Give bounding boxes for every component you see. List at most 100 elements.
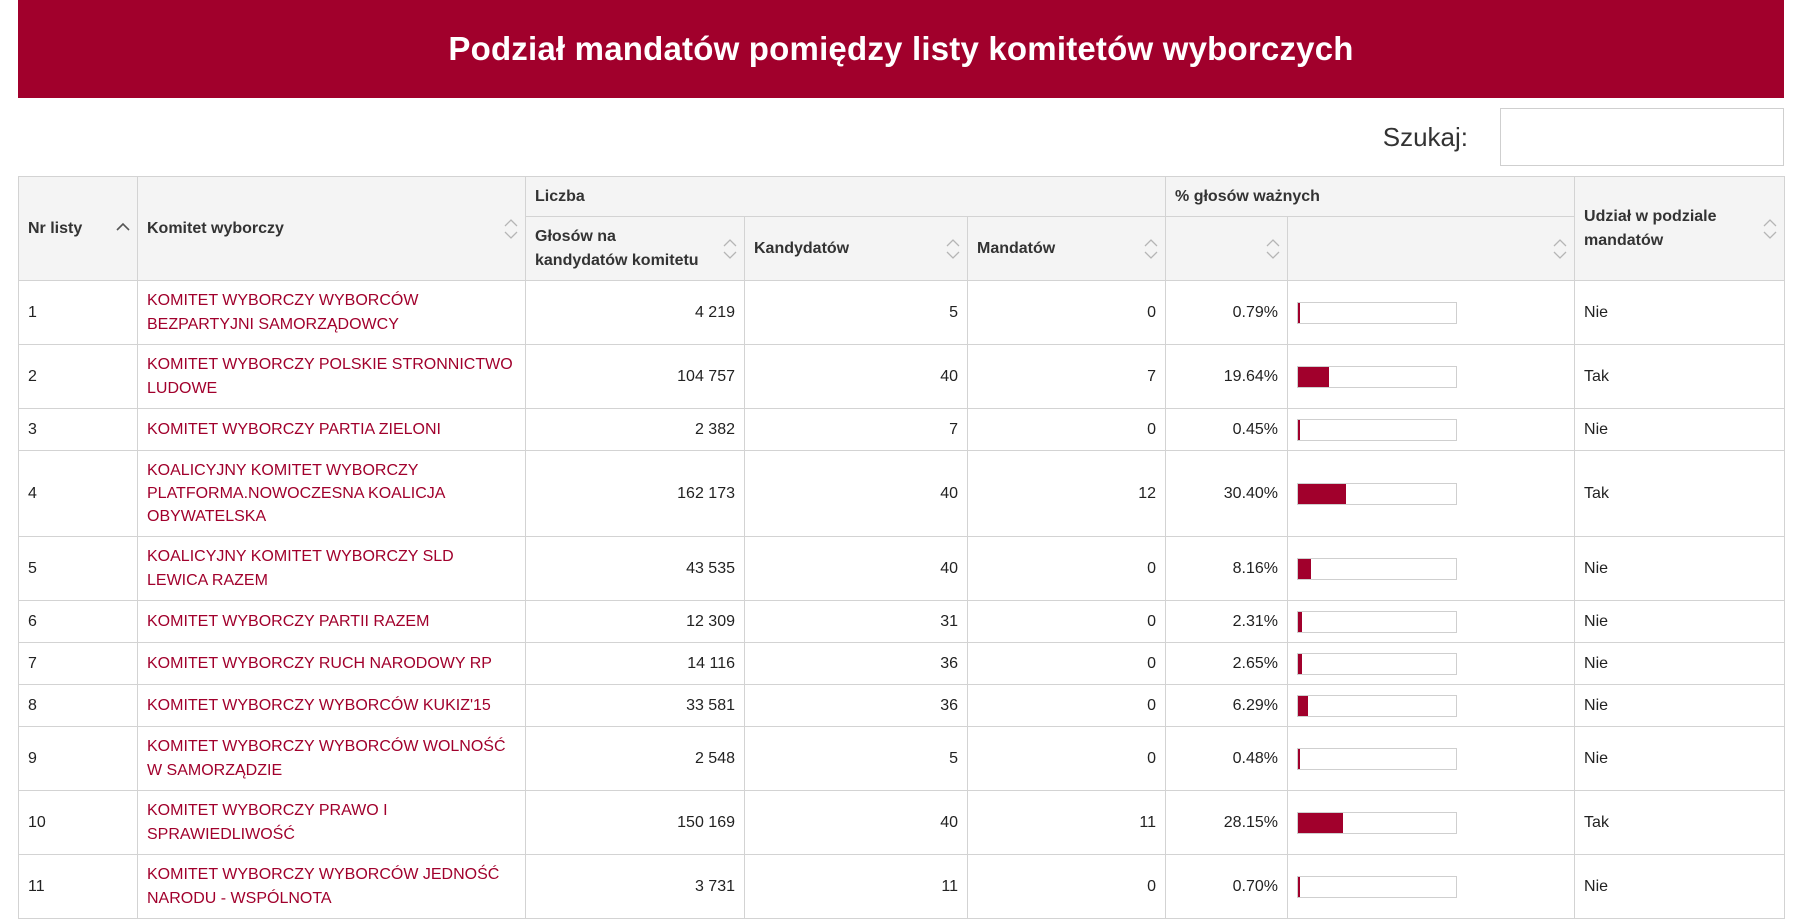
search-label: Szukaj: <box>1382 121 1468 152</box>
cell-percent: 0.70% <box>1165 854 1289 919</box>
cell-mandates: 0 <box>966 726 1167 791</box>
table-row: 5 KOALICYJNY KOMITET WYBORCZY SLD LEWICA … <box>18 536 1786 601</box>
cell-candidates: 36 <box>744 642 968 685</box>
committee-link[interactable]: KOALICYJNY KOMITET WYBORCZY SLD LEWICA R… <box>147 548 454 589</box>
percent-bar <box>1297 418 1458 441</box>
search-input[interactable] <box>1500 108 1784 166</box>
percent-bar-fill <box>1298 748 1301 769</box>
committee-link[interactable]: KOMITET WYBORCZY WYBORCÓW WOLNOŚĆ W SAMO… <box>147 738 506 779</box>
percent-bar <box>1297 747 1458 770</box>
committee-link[interactable]: KOMITET WYBORCZY POLSKIE STRONNICTWO LUD… <box>147 356 513 397</box>
cell-mandates: 0 <box>966 408 1167 451</box>
sort-both-icon <box>503 216 519 242</box>
cell-committee: KOMITET WYBORCZY PARTIA ZIELONI <box>137 408 526 451</box>
search-bar: Szukaj: <box>1383 106 1784 168</box>
cell-percent: 28.15% <box>1165 790 1289 855</box>
column-header-committee[interactable]: Komitet wyborczy <box>137 176 526 281</box>
cell-candidates: 40 <box>744 790 968 855</box>
percent-bar-fill <box>1298 653 1303 674</box>
cell-committee: KOMITET WYBORCZY RUCH NARODOWY RP <box>137 642 526 685</box>
column-header-mandates[interactable]: Mandatów <box>966 216 1167 281</box>
column-header-votes[interactable]: Głosów na kandydatów komitetu <box>525 216 745 281</box>
results-table: Nr listy Komitet wyborczy Liczba % głosó… <box>18 176 1786 919</box>
committee-link[interactable]: KOALICYJNY KOMITET WYBORCZY PLATFORMA.NO… <box>147 461 445 526</box>
cell-percent-bar <box>1287 684 1576 727</box>
cell-participation: Nie <box>1574 536 1786 601</box>
sort-both-icon <box>1143 236 1159 262</box>
page-title: Podział mandatów pomiędzy listy komitetó… <box>448 30 1354 67</box>
cell-votes: 14 116 <box>525 642 745 685</box>
committee-link[interactable]: KOMITET WYBORCZY RUCH NARODOWY RP <box>147 654 492 672</box>
cell-committee: KOMITET WYBORCZY WYBORCÓW JEDNOŚĆ NARODU… <box>137 854 526 919</box>
percent-bar <box>1297 557 1458 580</box>
cell-committee: KOALICYJNY KOMITET WYBORCZY SLD LEWICA R… <box>137 536 526 601</box>
cell-candidates: 7 <box>744 408 968 451</box>
percent-bar <box>1297 694 1458 717</box>
sort-ascending-icon <box>115 216 131 242</box>
column-header-nr[interactable]: Nr listy <box>18 176 138 281</box>
cell-votes: 4 219 <box>525 280 745 345</box>
cell-participation: Tak <box>1574 790 1786 855</box>
percent-bar <box>1297 811 1458 834</box>
cell-candidates: 40 <box>744 344 968 409</box>
committee-link[interactable]: KOMITET WYBORCZY WYBORCÓW KUKIZ'15 <box>147 696 491 714</box>
committee-link[interactable]: KOMITET WYBORCZY PARTII RAZEM <box>147 612 430 630</box>
cell-votes: 43 535 <box>525 536 745 601</box>
cell-votes: 3 731 <box>525 854 745 919</box>
table-header: Nr listy Komitet wyborczy Liczba % głosó… <box>18 176 1786 281</box>
column-header-percent[interactable] <box>1165 216 1289 281</box>
percent-bar <box>1297 365 1458 388</box>
cell-candidates: 40 <box>744 536 968 601</box>
column-header-percent-bar[interactable] <box>1287 216 1576 281</box>
table-row: 8 KOMITET WYBORCZY WYBORCÓW KUKIZ'15 33 58… <box>18 684 1786 727</box>
cell-mandates: 0 <box>966 536 1167 601</box>
cell-percent-bar <box>1287 344 1576 409</box>
percent-bar-fill <box>1298 611 1302 632</box>
cell-percent: 6.29% <box>1165 684 1289 727</box>
cell-percent: 0.79% <box>1165 280 1289 345</box>
cell-committee: KOMITET WYBORCZY WYBORCÓW KUKIZ'15 <box>137 684 526 727</box>
cell-candidates: 5 <box>744 280 968 345</box>
cell-percent-bar <box>1287 408 1576 451</box>
cell-percent-bar <box>1287 600 1576 643</box>
cell-percent: 8.16% <box>1165 536 1289 601</box>
cell-participation: Nie <box>1574 854 1786 919</box>
cell-nr: 8 <box>18 684 138 727</box>
cell-committee: KOMITET WYBORCZY PRAWO I SPRAWIEDLIWOŚĆ <box>137 790 526 855</box>
column-header-candidates[interactable]: Kandydatów <box>744 216 968 281</box>
cell-committee: KOMITET WYBORCZY WYBORCÓW WOLNOŚĆ W SAMO… <box>137 726 526 791</box>
committee-link[interactable]: KOMITET WYBORCZY WYBORCÓW BEZPARTYJNI SA… <box>147 292 419 333</box>
cell-percent: 19.64% <box>1165 344 1289 409</box>
cell-nr: 5 <box>18 536 138 601</box>
column-header-participation[interactable]: Udział w podziale mandatów <box>1574 176 1786 281</box>
table-row: 1 KOMITET WYBORCZY WYBORCÓW BEZPARTYJNI S… <box>18 280 1786 345</box>
cell-mandates: 0 <box>966 854 1167 919</box>
cell-nr: 6 <box>18 600 138 643</box>
cell-committee: KOALICYJNY KOMITET WYBORCZY PLATFORMA.NO… <box>137 450 526 537</box>
cell-percent-bar <box>1287 450 1576 537</box>
cell-candidates: 11 <box>744 854 968 919</box>
cell-votes: 104 757 <box>525 344 745 409</box>
cell-nr: 3 <box>18 408 138 451</box>
percent-bar-fill <box>1298 483 1347 504</box>
column-group-count: Liczba <box>524 176 1167 217</box>
committee-link[interactable]: KOMITET WYBORCZY WYBORCÓW JEDNOŚĆ NARODU… <box>147 866 500 907</box>
cell-nr: 1 <box>18 280 138 345</box>
percent-bar-fill <box>1298 366 1330 387</box>
cell-votes: 150 169 <box>525 790 745 855</box>
table-body: 1 KOMITET WYBORCZY WYBORCÓW BEZPARTYJNI S… <box>18 280 1786 919</box>
table-row: 7 KOMITET WYBORCZY RUCH NARODOWY RP 14 116… <box>18 642 1786 685</box>
percent-bar <box>1297 482 1458 505</box>
cell-votes: 33 581 <box>525 684 745 727</box>
cell-nr: 2 <box>18 344 138 409</box>
cell-nr: 11 <box>18 854 138 919</box>
committee-link[interactable]: KOMITET WYBORCZY PARTIA ZIELONI <box>147 420 441 438</box>
percent-bar <box>1297 610 1458 633</box>
cell-candidates: 5 <box>744 726 968 791</box>
cell-percent: 2.31% <box>1165 600 1289 643</box>
committee-link[interactable]: KOMITET WYBORCZY PRAWO I SPRAWIEDLIWOŚĆ <box>147 802 388 843</box>
cell-percent: 2.65% <box>1165 642 1289 685</box>
cell-participation: Nie <box>1574 600 1786 643</box>
percent-bar <box>1297 652 1458 675</box>
